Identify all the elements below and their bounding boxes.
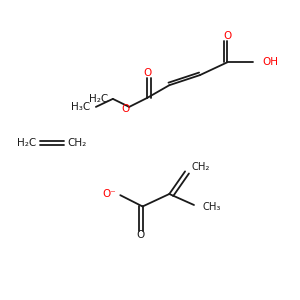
Text: CH₃: CH₃ bbox=[202, 202, 220, 212]
Text: CH₂: CH₂ bbox=[68, 138, 87, 148]
Text: OH: OH bbox=[262, 57, 278, 67]
Text: O: O bbox=[121, 104, 129, 114]
Text: H₂C: H₂C bbox=[88, 94, 108, 104]
Text: CH₂: CH₂ bbox=[191, 162, 209, 172]
Text: H₂C: H₂C bbox=[17, 138, 37, 148]
Text: O: O bbox=[137, 230, 145, 240]
Text: O⁻: O⁻ bbox=[102, 189, 116, 199]
Text: H₃C: H₃C bbox=[71, 102, 91, 112]
Text: O: O bbox=[223, 32, 231, 41]
Text: O: O bbox=[143, 68, 151, 78]
